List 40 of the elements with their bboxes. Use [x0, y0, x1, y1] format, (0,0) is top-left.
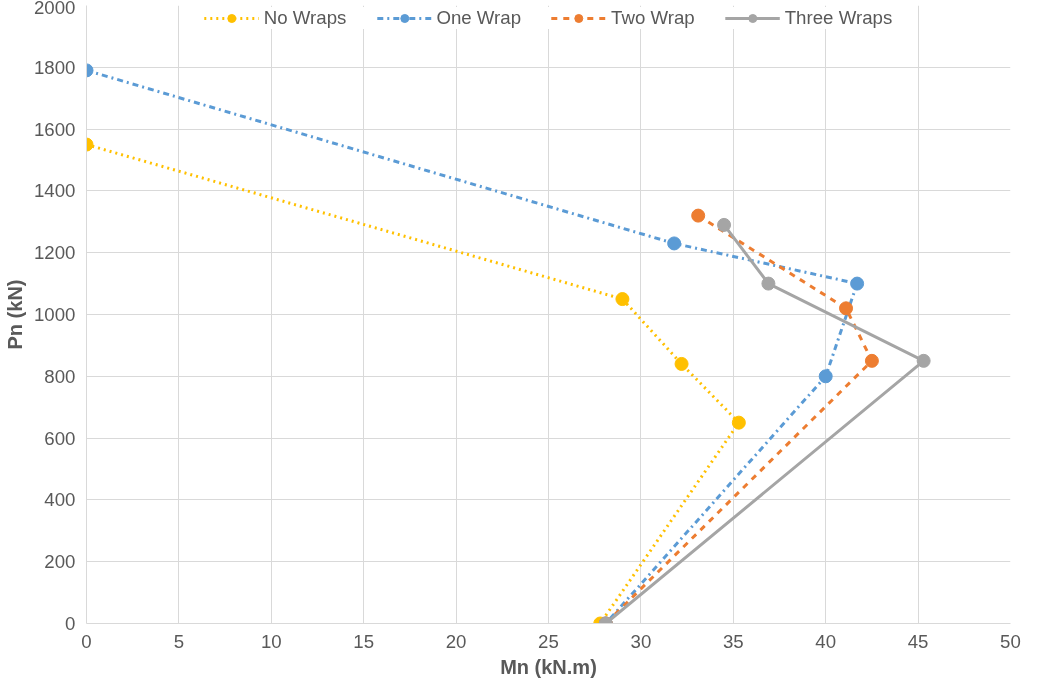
y-tick-label: 0 [65, 613, 76, 634]
x-tick-label: 45 [907, 630, 929, 652]
point [667, 236, 682, 251]
x-tick-label: 10 [260, 630, 282, 652]
legend-label: One Wrap [436, 7, 522, 29]
x-tick-label: 5 [173, 630, 185, 652]
point [839, 301, 854, 316]
point [674, 356, 689, 371]
x-tick-label: 15 [353, 630, 375, 652]
y-tick-label: 1200 [34, 242, 76, 264]
y-tick-label: 1800 [34, 56, 76, 78]
point [731, 415, 746, 430]
point [818, 369, 833, 384]
x-tick-label: 40 [815, 630, 837, 652]
y-tick-label: 1400 [34, 180, 76, 202]
y-tick-label: 400 [44, 489, 76, 511]
x-tick-label: 20 [445, 630, 467, 652]
y-tick-label: 1600 [34, 118, 76, 140]
y-tick-label: 2000 [34, 0, 76, 18]
x-tick-label: 25 [538, 630, 559, 652]
y-tick-label: 1000 [34, 304, 76, 325]
y-axis-title: Pn (kN) [4, 279, 26, 350]
x-tick-label: 35 [722, 630, 744, 652]
point [761, 276, 776, 291]
y-tick-label: 600 [44, 427, 76, 449]
point [916, 353, 931, 368]
point [717, 217, 732, 232]
y-tick-label: 200 [44, 551, 76, 573]
point [615, 292, 630, 307]
point [850, 276, 865, 291]
point [864, 353, 879, 368]
x-axis-title: Mn (kN.m) [500, 655, 597, 678]
x-tick-label: 50 [1000, 630, 1021, 652]
y-tick-label: 800 [44, 365, 76, 387]
legend-label: Two Wrap [611, 7, 695, 29]
legend-label: No Wraps [263, 7, 347, 29]
x-tick-label: 30 [630, 630, 652, 652]
legend-label: Three Wraps [784, 7, 893, 29]
x-tick-label: 0 [81, 630, 92, 652]
point [691, 208, 706, 223]
